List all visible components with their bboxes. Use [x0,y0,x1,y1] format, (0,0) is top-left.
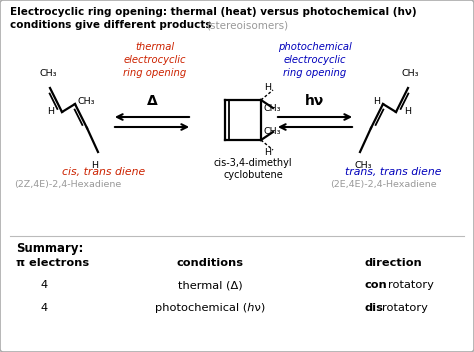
Text: Summary:: Summary: [16,242,83,255]
Text: hν: hν [305,94,325,108]
Text: H: H [91,161,99,170]
Text: rotatory: rotatory [382,303,428,313]
Text: (2Z,4E)-2,4-Hexadiene: (2Z,4E)-2,4-Hexadiene [14,180,121,189]
Text: H: H [47,107,54,117]
Text: CH₃: CH₃ [401,69,419,78]
Text: trans, trans diene: trans, trans diene [345,167,441,177]
Text: dis: dis [365,303,384,313]
Text: 4: 4 [40,303,47,313]
Text: CH₃: CH₃ [39,69,57,78]
Text: H: H [264,83,271,92]
Text: (stereoisomers): (stereoisomers) [206,20,288,30]
Text: rotatory: rotatory [388,280,434,290]
Text: 4: 4 [40,280,47,290]
Text: Δ: Δ [146,94,157,108]
Text: H: H [404,107,411,117]
Text: cis, trans diene: cis, trans diene [62,167,145,177]
Text: H: H [373,98,380,107]
Text: thermal
electrocyclic
ring opening: thermal electrocyclic ring opening [123,42,187,77]
Text: H: H [264,148,271,157]
Text: π electrons: π electrons [16,258,89,268]
Text: photochemical
electrocyclic
ring opening: photochemical electrocyclic ring opening [278,42,352,77]
Text: conditions: conditions [176,258,244,268]
Text: thermal (Δ): thermal (Δ) [178,280,242,290]
Text: CH₃: CH₃ [78,98,95,107]
Text: photochemical (ℎν): photochemical (ℎν) [155,303,265,313]
Text: (2E,4E)-2,4-Hexadiene: (2E,4E)-2,4-Hexadiene [330,180,437,189]
Text: cis-3,4-dimethyl
cyclobutene: cis-3,4-dimethyl cyclobutene [214,158,292,180]
Text: con: con [365,280,388,290]
Text: direction: direction [365,258,423,268]
Text: CH₃: CH₃ [264,127,282,136]
Text: CH₃: CH₃ [264,104,282,113]
Text: Electrocyclic ring opening: thermal (heat) versus photochemical (hν)
conditions : Electrocyclic ring opening: thermal (hea… [10,7,417,30]
Text: CH₃: CH₃ [354,161,372,170]
